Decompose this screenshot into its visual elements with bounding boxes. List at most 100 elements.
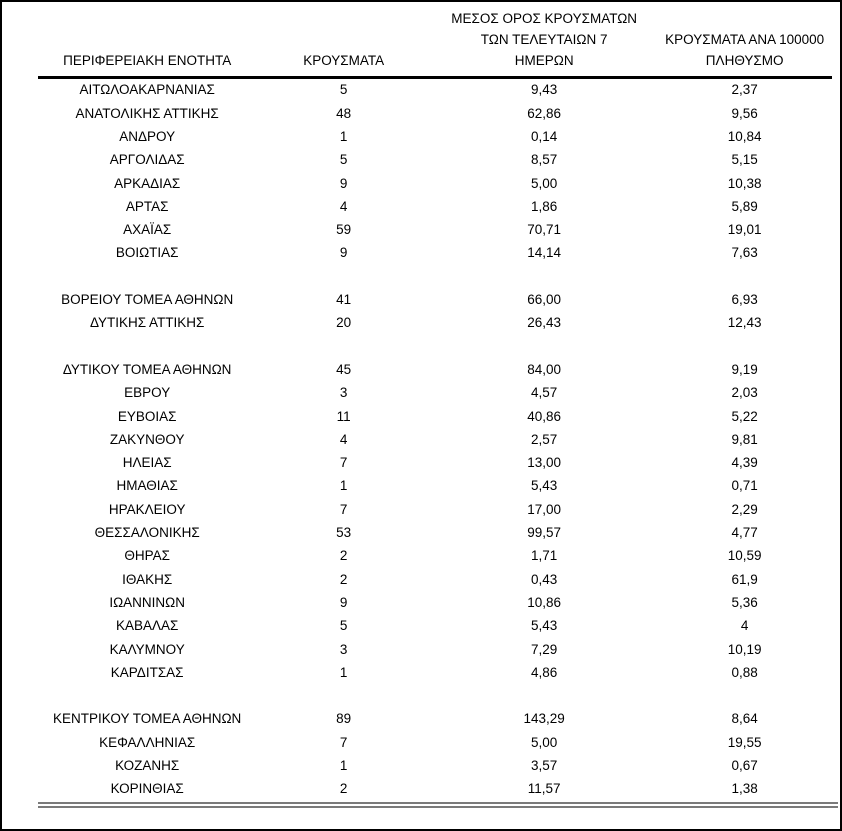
- table-cell: [38, 684, 256, 707]
- table-cell: 70,71: [527, 222, 562, 238]
- table-row: ΑΡΓΟΛΙΔΑΣ 5 8,57 5,15: [38, 148, 832, 171]
- column-header-label: ΚΡΟΥΣΜΑΤΑ ΑΝΑ 100000 ΠΛΗΘΥΣΜΟ: [665, 31, 825, 68]
- table-cell: 0,14: [531, 128, 558, 144]
- table-cell: ΚΑΒΑΛΑΣ: [115, 618, 179, 634]
- table-cell: 0,88: [731, 664, 758, 680]
- column-header-cases-per-100000: ΚΡΟΥΣΜΑΤΑ ΑΝΑ 100000 ΠΛΗΘΥΣΜΟ: [657, 2, 832, 79]
- table-cell: 10,59: [727, 548, 762, 564]
- table-row: ΚΕΝΤΡΙΚΟΥ ΤΟΜΕΑ ΑΘΗΝΩΝ 89 143,29 8,64: [38, 708, 832, 731]
- table-cell: 0,67: [731, 758, 758, 773]
- table-cell: 89: [336, 711, 352, 727]
- column-header-label: ΚΡΟΥΣΜΑΤΑ: [303, 52, 385, 68]
- table-cell: 11,57: [527, 781, 561, 797]
- table-cell: 5,22: [731, 408, 758, 424]
- table-cell: 20: [336, 315, 352, 331]
- table-row: ΘΗΡΑΣ 2 1,71 10,59: [38, 544, 832, 567]
- table-row: ΚΑΒΑΛΑΣ 5 5,43 4: [38, 614, 832, 637]
- table-cell: 10,84: [727, 128, 762, 144]
- table-cell: 5: [339, 152, 348, 168]
- table-cell: 8,57: [531, 152, 558, 168]
- cases-table: ΠΕΡΙΦΕΡΕΙΑΚΗ ΕΝΟΤΗΤΑ ΚΡΟΥΣΜΑΤΑ ΜΕΣΟΣ ΟΡΟ…: [38, 2, 832, 801]
- table-row: ΑΙΤΩΛΟΑΚΑΡΝΑΝΙΑΣ 5 9,43 2,37: [38, 77, 832, 102]
- table-cell: 5,89: [731, 198, 758, 214]
- table-cell: 9: [339, 245, 348, 261]
- table-cell: ΘΗΡΑΣ: [124, 548, 170, 564]
- table-cell: ΚΕΝΤΡΙΚΟΥ ΤΟΜΕΑ ΑΘΗΝΩΝ: [53, 711, 242, 727]
- table-cell: 1: [339, 128, 348, 144]
- table-cell: 1: [339, 664, 348, 680]
- table-cell: 19,01: [727, 222, 762, 238]
- table-cell: ΑΡΓΟΛΙΔΑΣ: [109, 152, 185, 168]
- table-cell: 40,86: [527, 408, 562, 424]
- table-cell: ΒΟΡΕΙΟΥ ΤΟΜΕΑ ΑΘΗΝΩΝ: [61, 292, 234, 308]
- table-cell: ΚΕΦΑΛΛΗΝΙΑΣ: [99, 734, 196, 750]
- table-cell: 2,57: [531, 431, 558, 447]
- table-cell: 26,43: [527, 315, 562, 331]
- table-cell: ΑΧΑΪΑΣ: [123, 222, 172, 238]
- table-cell: ΑΝΔΡΟΥ: [119, 128, 176, 144]
- table-cell: 5,15: [731, 152, 758, 168]
- table-cell: 53: [336, 525, 352, 541]
- table-cell: 0,43: [531, 571, 558, 587]
- table-row: ΚΑΛΥΜΝΟΥ 3 7,29 10,19: [38, 638, 832, 661]
- table-cell: ΗΡΑΚΛΕΙΟΥ: [108, 501, 186, 517]
- table-cell: ΗΛΕΙΑΣ: [122, 455, 172, 471]
- table-cell: 3: [339, 385, 348, 401]
- table-cell: [256, 335, 431, 358]
- table-cell: 3,57: [531, 758, 558, 773]
- column-header-label: ΠΕΡΙΦΕΡΕΙΑΚΗ ΕΝΟΤΗΤΑ: [63, 52, 232, 68]
- table-cell: 14,14: [527, 245, 562, 261]
- table-cell: 4,77: [731, 525, 758, 541]
- table-row: ΚΑΡΔΙΤΣΑΣ 1 4,86 0,88: [38, 661, 832, 684]
- table-cell: 41: [336, 292, 352, 308]
- table-cell: 5: [339, 82, 348, 98]
- table-row: ΔΥΤΙΚΗΣ ΑΤΤΙΚΗΣ 20 26,43 12,43: [38, 311, 832, 334]
- table-row: ΚΟΖΑΝΗΣ 1 3,57 0,67: [38, 754, 832, 777]
- table-cell: [431, 335, 657, 358]
- table-row: ΖΑΚΥΝΘΟΥ 4 2,57 9,81: [38, 428, 832, 451]
- table-row: ΚΕΦΑΛΛΗΝΙΑΣ 7 5,00 19,55: [38, 731, 832, 754]
- table-cell: 10,19: [727, 641, 762, 657]
- table-cell: 12,43: [727, 315, 762, 331]
- table-cell: 13,00: [527, 455, 562, 471]
- table-cell: ΚΑΡΔΙΤΣΑΣ: [110, 664, 184, 680]
- table-cell: 7: [339, 455, 348, 471]
- table-cell: [657, 335, 832, 358]
- table-cell: ΚΑΛΥΜΝΟΥ: [109, 641, 185, 657]
- table-cell: 4,39: [731, 455, 758, 471]
- table-cell: [657, 265, 832, 288]
- table-cell: 9,56: [731, 105, 758, 121]
- table-cell: 4,86: [531, 664, 558, 680]
- table-cell: ΑΡΚΑΔΙΑΣ: [114, 175, 181, 191]
- table-separator-row: [38, 265, 832, 288]
- table-row: ΕΥΒΟΙΑΣ 11 40,86 5,22: [38, 405, 832, 428]
- table-cell: ΚΟΖΑΝΗΣ: [115, 758, 180, 773]
- column-header-cases: ΚΡΟΥΣΜΑΤΑ: [256, 2, 432, 79]
- table-cell: 4: [740, 618, 749, 634]
- table-cell: 5,00: [531, 734, 558, 750]
- table-cell: 2,03: [731, 385, 758, 401]
- table-cell: ΙΩΑΝΝΙΝΩΝ: [109, 594, 186, 610]
- table-cell: 1: [339, 478, 348, 494]
- table-row: ΑΝΔΡΟΥ 1 0,14 10,84: [38, 125, 832, 148]
- table-cell: ΚΟΡΙΝΘΙΑΣ: [110, 781, 184, 797]
- table-cell: 19,55: [727, 734, 762, 750]
- table-row: ΑΡΤΑΣ 4 1,86 5,89: [38, 195, 832, 218]
- table-cell: 2: [339, 781, 348, 797]
- table-row: ΚΟΡΙΝΘΙΑΣ 2 11,57 1,38: [38, 777, 832, 800]
- table-cell: 9: [339, 594, 348, 610]
- table-cell: ΔΥΤΙΚΗΣ ΑΤΤΙΚΗΣ: [89, 315, 205, 331]
- table-cell: ΑΝΑΤΟΛΙΚΗΣ ΑΤΤΙΚΗΣ: [75, 105, 219, 121]
- table-cell: 9,19: [731, 361, 758, 377]
- table-separator-row: [38, 684, 832, 707]
- table-cell: [256, 684, 431, 707]
- table-cell: [431, 265, 657, 288]
- table-cell: 6,93: [731, 292, 758, 308]
- table-cell: 4,57: [531, 385, 558, 401]
- table-cell: 48: [336, 105, 352, 121]
- table-cell: 10,38: [727, 175, 762, 191]
- table-cell: 61,9: [731, 571, 758, 587]
- table-cell: 1,86: [531, 198, 558, 214]
- table-cell: ΕΒΡΟΥ: [124, 385, 171, 401]
- table-cell: [38, 265, 256, 288]
